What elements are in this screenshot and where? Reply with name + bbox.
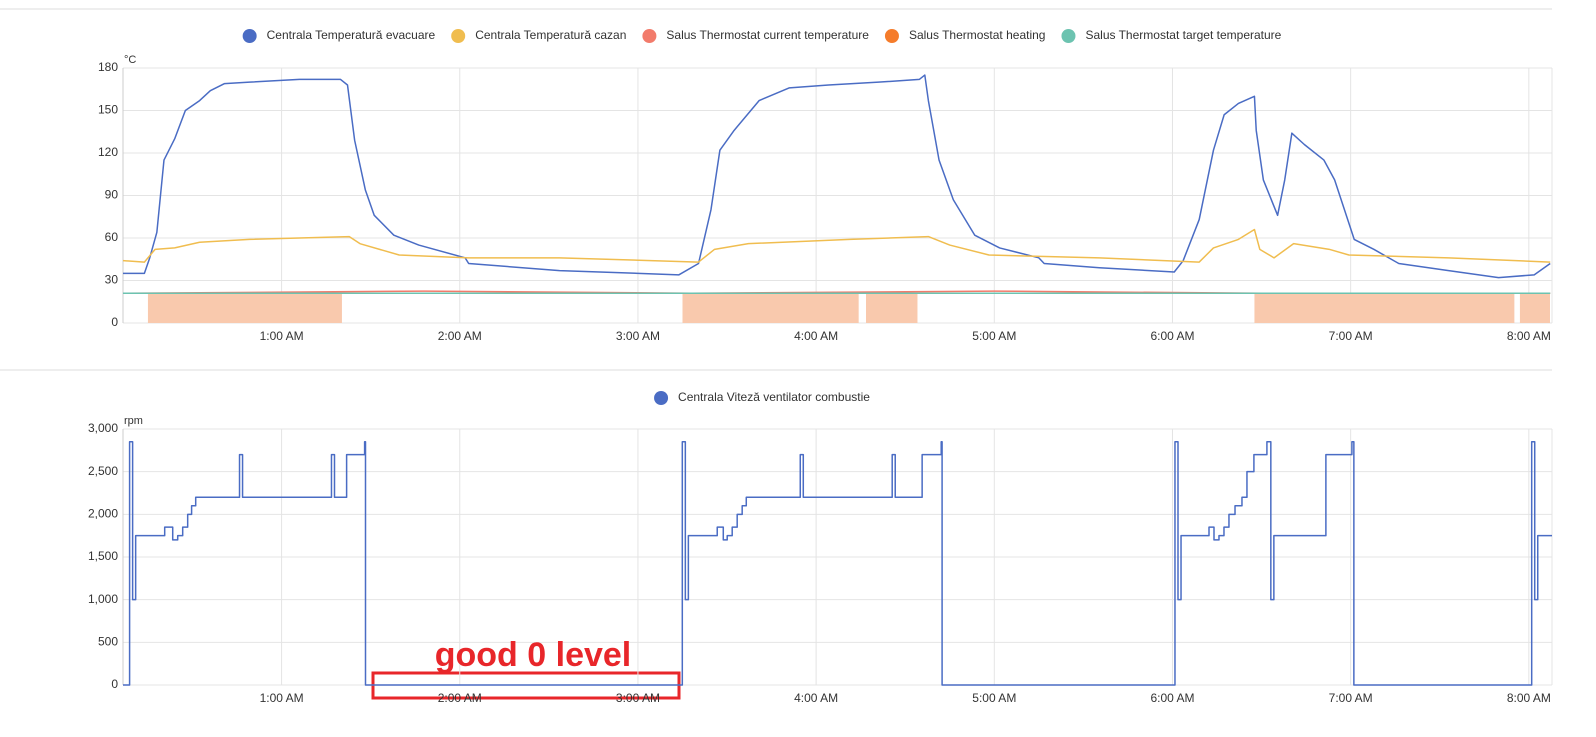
y-tick-label: 150 [98,103,118,117]
x-tick-label: 1:00 AM [260,329,304,343]
y-tick-label: 1,000 [88,592,118,606]
x-tick-label: 1:00 AM [260,691,304,705]
heating-area [1254,293,1515,323]
x-tick-label: 5:00 AM [972,691,1016,705]
legend-label: Centrala Temperatură evacuare [267,28,436,42]
x-tick-label: 2:00 AM [438,691,482,705]
y-tick-label: 120 [98,145,118,159]
legend-marker [242,29,257,43]
y-tick-label: 0 [111,677,118,691]
y-tick-label: 500 [98,635,118,649]
legend-label: Salus Thermostat target temperature [1085,28,1281,42]
series-line [123,441,1552,686]
legend-label: Salus Thermostat current temperature [666,28,869,42]
y-tick-label: 0 [111,315,118,329]
x-tick-label: 8:00 AM [1507,329,1551,343]
series-line [122,228,1551,263]
heating-area [147,293,342,323]
x-tick-label: 4:00 AM [794,691,838,705]
legend-marker [654,391,669,405]
x-tick-label: 4:00 AM [794,329,838,343]
legend-label: Centrala Temperatură cazan [475,28,626,42]
x-tick-label: 7:00 AM [1329,691,1373,705]
x-tick-label: 2:00 AM [438,329,482,343]
x-tick-label: 3:00 AM [616,329,660,343]
y-tick-label: 3,000 [88,421,118,435]
y-tick-label: 60 [105,230,119,244]
x-tick-label: 3:00 AM [616,691,660,705]
legend-marker [884,29,899,43]
x-tick-label: 7:00 AM [1329,329,1373,343]
y-tick-label: 1,500 [88,549,118,563]
legend-marker [642,29,657,43]
annotation: good 0 level [435,636,632,674]
heating-area [866,293,918,323]
y-tick-label: 2,500 [88,464,118,478]
legend-label: Salus Thermostat heating [909,28,1046,42]
legend-marker [451,29,466,43]
x-tick-label: 8:00 AM [1507,691,1551,705]
x-tick-label: 5:00 AM [972,329,1016,343]
y-tick-label: 30 [105,273,119,287]
unit-label: rpm [124,415,143,427]
x-tick-label: 6:00 AM [1150,329,1194,343]
y-tick-label: 2,000 [88,507,118,521]
y-tick-label: 180 [98,60,118,74]
heating-area [1519,293,1550,323]
legend-label: Centrala Viteză ventilator combustie [678,390,870,404]
legend-marker [1061,29,1076,43]
series-line [123,74,1551,279]
y-tick-label: 90 [105,188,119,202]
heating-area [682,293,859,323]
x-tick-label: 6:00 AM [1150,691,1194,705]
unit-label: °C [124,54,136,66]
